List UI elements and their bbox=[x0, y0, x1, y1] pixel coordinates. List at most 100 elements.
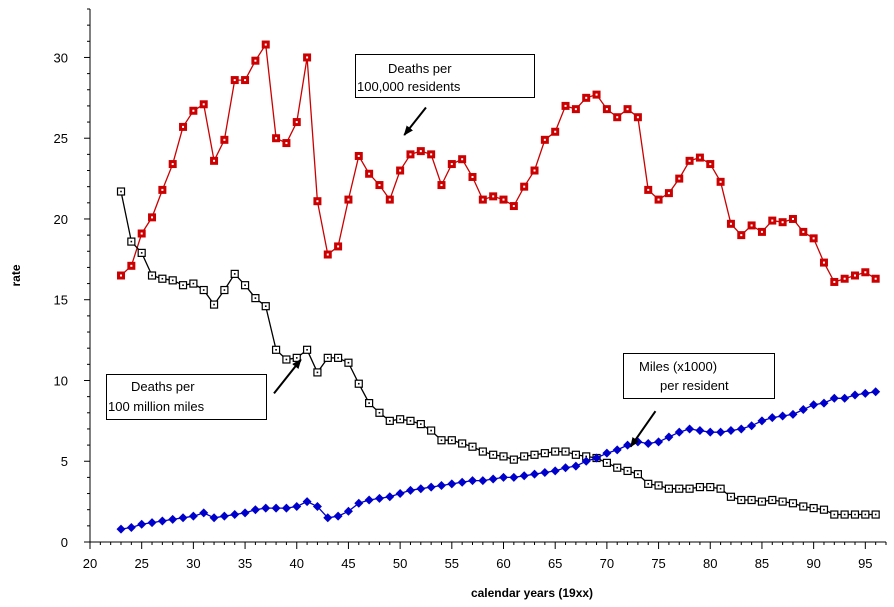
x-tick-label: 60 bbox=[496, 556, 510, 571]
x-tick-label: 90 bbox=[806, 556, 820, 571]
data-point-center bbox=[802, 230, 805, 233]
data-point-center bbox=[699, 486, 701, 488]
data-point-center bbox=[843, 277, 846, 280]
data-point-center bbox=[833, 280, 836, 283]
data-point-center bbox=[833, 513, 836, 516]
data-point bbox=[788, 409, 798, 419]
data-point bbox=[312, 501, 322, 511]
annotation-per-resident: Miles (x1000) per resident bbox=[623, 353, 775, 399]
data-point-center bbox=[823, 508, 825, 511]
data-point-center bbox=[791, 217, 794, 220]
data-point-center bbox=[502, 455, 505, 458]
data-point-center bbox=[430, 153, 433, 156]
data-point bbox=[571, 461, 581, 471]
data-point-center bbox=[543, 138, 546, 141]
data-point-center bbox=[306, 348, 308, 351]
data-point-center bbox=[719, 180, 722, 183]
data-point-center bbox=[120, 274, 123, 277]
data-point bbox=[685, 424, 695, 434]
data-point-center bbox=[812, 237, 815, 240]
data-point-center bbox=[471, 445, 474, 448]
data-point-center bbox=[409, 420, 412, 422]
annotation-per-resident-line-1: Miles (x1000) bbox=[639, 359, 718, 374]
annotation-per-resident-line-2: per resident bbox=[660, 378, 729, 393]
data-point-center bbox=[295, 121, 298, 124]
data-point bbox=[250, 505, 260, 515]
data-point-center bbox=[750, 224, 753, 227]
data-point-center bbox=[616, 466, 619, 469]
data-point-center bbox=[740, 234, 743, 237]
data-point-center bbox=[864, 513, 867, 516]
annotation-residents-line-2: 100,000 residents bbox=[357, 79, 461, 94]
data-point bbox=[581, 456, 591, 466]
data-point-center bbox=[564, 104, 567, 107]
data-point bbox=[416, 484, 426, 494]
data-point-center bbox=[202, 103, 205, 106]
data-point bbox=[426, 482, 436, 492]
data-point-center bbox=[254, 297, 257, 299]
data-point-center bbox=[151, 274, 153, 277]
data-point-center bbox=[523, 455, 525, 458]
data-point-center bbox=[461, 442, 463, 445]
data-point bbox=[540, 468, 550, 478]
data-point bbox=[405, 485, 415, 495]
data-point-center bbox=[420, 423, 422, 425]
data-point bbox=[829, 393, 839, 403]
data-point bbox=[230, 510, 240, 520]
data-point-center bbox=[368, 172, 371, 175]
data-point-center bbox=[295, 357, 298, 359]
data-point-center bbox=[585, 96, 588, 99]
data-point bbox=[509, 472, 519, 482]
data-point bbox=[819, 398, 829, 408]
data-point-center bbox=[864, 271, 867, 274]
data-point bbox=[612, 445, 622, 455]
annotation-residents: Deaths per 100,000 residents bbox=[355, 54, 535, 98]
data-point bbox=[798, 405, 808, 415]
data-point bbox=[178, 513, 188, 523]
data-point-center bbox=[575, 453, 577, 456]
data-point bbox=[478, 476, 488, 486]
x-tick-label: 95 bbox=[858, 556, 872, 571]
data-point-center bbox=[533, 169, 536, 172]
data-point-center bbox=[151, 216, 154, 219]
data-point-center bbox=[667, 192, 670, 195]
data-point-center bbox=[326, 357, 329, 359]
data-point bbox=[736, 424, 746, 434]
data-point-center bbox=[554, 450, 556, 453]
data-point-center bbox=[688, 159, 691, 162]
x-tick-label: 40 bbox=[290, 556, 304, 571]
data-point bbox=[395, 489, 405, 499]
data-point-center bbox=[430, 429, 432, 432]
data-point-center bbox=[678, 177, 681, 180]
data-point-center bbox=[781, 500, 784, 503]
data-point-center bbox=[461, 158, 464, 161]
data-point bbox=[643, 438, 653, 448]
data-point-center bbox=[450, 163, 453, 166]
data-point bbox=[374, 493, 384, 503]
data-point-center bbox=[533, 453, 536, 456]
x-tick-label: 45 bbox=[341, 556, 355, 571]
x-tick-label: 30 bbox=[186, 556, 200, 571]
data-point bbox=[530, 469, 540, 479]
data-point-center bbox=[616, 116, 619, 119]
data-point-center bbox=[388, 198, 391, 201]
data-point-center bbox=[626, 108, 629, 111]
data-point-center bbox=[822, 261, 825, 264]
data-point bbox=[436, 480, 446, 490]
data-point-center bbox=[750, 499, 753, 501]
data-point bbox=[137, 519, 147, 529]
data-point-center bbox=[378, 184, 381, 187]
data-point bbox=[519, 471, 529, 481]
data-point-center bbox=[182, 125, 185, 128]
x-tick-label: 55 bbox=[445, 556, 459, 571]
data-point bbox=[126, 522, 136, 532]
data-point bbox=[323, 513, 333, 523]
data-point-center bbox=[647, 483, 650, 485]
data-point-center bbox=[223, 138, 226, 141]
data-point-center bbox=[678, 487, 681, 490]
data-point bbox=[664, 432, 674, 442]
data-point-center bbox=[492, 195, 495, 198]
data-point-center bbox=[771, 219, 774, 222]
data-point-center bbox=[233, 79, 236, 82]
data-point-center bbox=[254, 59, 257, 62]
